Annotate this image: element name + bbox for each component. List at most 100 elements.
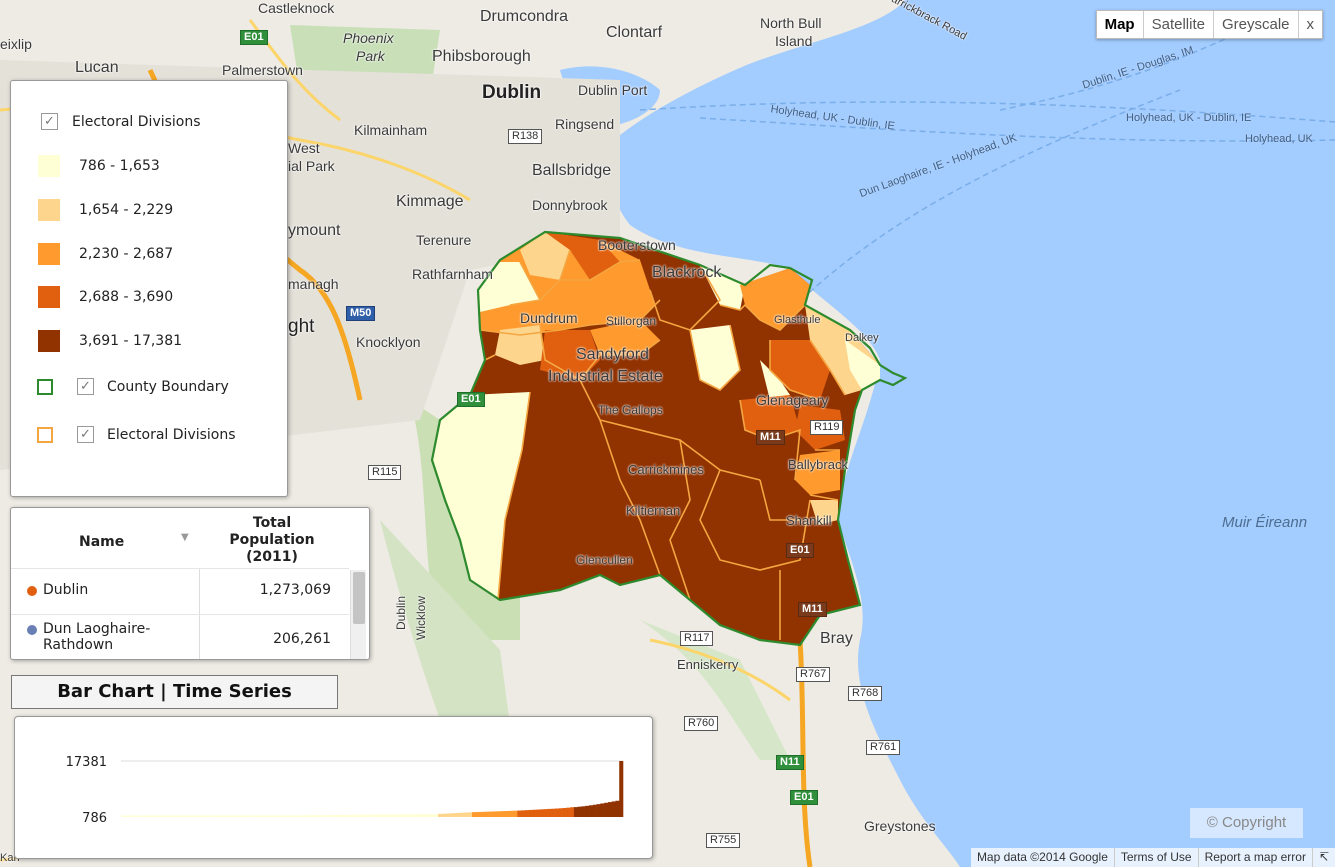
bar[interactable] bbox=[381, 814, 386, 817]
bar[interactable] bbox=[283, 815, 288, 817]
map-type-map-button[interactable]: Map bbox=[1104, 16, 1135, 33]
bar[interactable] bbox=[166, 815, 171, 818]
bar[interactable] bbox=[464, 812, 469, 818]
table-row[interactable]: Dun Laoghaire-Rathdown 206,261 bbox=[11, 614, 349, 659]
bar[interactable] bbox=[139, 815, 144, 818]
bar[interactable] bbox=[245, 815, 250, 818]
bar[interactable] bbox=[607, 802, 612, 817]
bar[interactable] bbox=[600, 803, 605, 817]
bar[interactable] bbox=[573, 807, 578, 817]
attribution-terms-link[interactable]: Terms of Use bbox=[1113, 848, 1198, 867]
bar[interactable] bbox=[294, 815, 299, 817]
bar[interactable] bbox=[268, 815, 273, 818]
bar[interactable] bbox=[192, 815, 197, 818]
bar[interactable] bbox=[509, 810, 514, 817]
sort-arrow-icon[interactable]: ▼ bbox=[181, 532, 189, 543]
bar[interactable] bbox=[434, 814, 439, 817]
bar[interactable] bbox=[181, 815, 186, 818]
attribution-report-link[interactable]: Report a map error bbox=[1197, 848, 1312, 867]
bar[interactable] bbox=[121, 815, 126, 818]
bar[interactable] bbox=[234, 815, 239, 818]
bar[interactable] bbox=[400, 814, 405, 817]
bar[interactable] bbox=[177, 815, 182, 818]
bar[interactable] bbox=[313, 815, 318, 817]
bar[interactable] bbox=[256, 815, 261, 818]
bar[interactable] bbox=[396, 814, 401, 817]
legend-checkbox-electoral-divisions[interactable]: ✓ bbox=[41, 113, 58, 130]
map-type-greyscale-button[interactable]: Greyscale bbox=[1212, 11, 1298, 38]
bar[interactable] bbox=[502, 811, 507, 817]
bar[interactable] bbox=[388, 814, 394, 817]
bar[interactable] bbox=[185, 815, 190, 818]
bar[interactable] bbox=[407, 814, 412, 817]
bar[interactable] bbox=[188, 815, 194, 818]
bar[interactable] bbox=[547, 808, 552, 817]
bar[interactable] bbox=[562, 807, 567, 817]
bar[interactable] bbox=[385, 814, 390, 817]
bar[interactable] bbox=[521, 810, 526, 817]
bar[interactable] bbox=[536, 809, 541, 817]
bar[interactable] bbox=[532, 809, 537, 817]
bar[interactable] bbox=[592, 804, 597, 817]
bar[interactable] bbox=[196, 815, 201, 818]
bar[interactable] bbox=[487, 811, 492, 817]
bar[interactable] bbox=[287, 815, 292, 817]
bar[interactable] bbox=[460, 812, 465, 817]
bar[interactable] bbox=[589, 805, 594, 817]
expand-icon[interactable]: ↸ bbox=[1311, 848, 1335, 867]
bar[interactable] bbox=[305, 815, 311, 817]
bar[interactable] bbox=[347, 814, 352, 817]
bar[interactable] bbox=[226, 815, 231, 818]
bar[interactable] bbox=[230, 815, 235, 818]
bar[interactable] bbox=[445, 813, 450, 817]
bar[interactable] bbox=[275, 815, 280, 818]
bar[interactable] bbox=[441, 813, 446, 817]
bar[interactable] bbox=[355, 814, 360, 817]
bar[interactable] bbox=[596, 804, 601, 817]
bar[interactable] bbox=[555, 808, 560, 817]
bar[interactable] bbox=[279, 815, 284, 817]
bar[interactable] bbox=[490, 811, 495, 817]
bar[interactable] bbox=[271, 815, 277, 818]
bar[interactable] bbox=[472, 812, 477, 817]
bar[interactable] bbox=[528, 809, 533, 817]
bar[interactable] bbox=[411, 814, 416, 817]
bar[interactable] bbox=[611, 801, 616, 817]
bar[interactable] bbox=[483, 811, 488, 817]
bar[interactable] bbox=[426, 814, 431, 817]
bar[interactable] bbox=[570, 807, 575, 817]
bar[interactable] bbox=[328, 815, 333, 817]
bar[interactable] bbox=[551, 808, 556, 817]
bar[interactable] bbox=[128, 815, 133, 818]
bar[interactable] bbox=[215, 815, 220, 818]
col-header-population[interactable]: Total Population (2011) bbox=[207, 515, 337, 566]
bar[interactable] bbox=[336, 814, 341, 817]
bar[interactable] bbox=[173, 815, 178, 818]
bar[interactable] bbox=[619, 761, 624, 817]
bar[interactable] bbox=[558, 808, 563, 817]
bar[interactable] bbox=[475, 812, 480, 817]
bar[interactable] bbox=[430, 814, 435, 817]
bar[interactable] bbox=[366, 814, 371, 817]
bar[interactable] bbox=[351, 814, 356, 817]
bar[interactable] bbox=[238, 815, 243, 818]
bar[interactable] bbox=[253, 815, 258, 818]
bar[interactable] bbox=[170, 815, 175, 818]
bar[interactable] bbox=[358, 814, 363, 817]
bar[interactable] bbox=[505, 810, 511, 817]
bar[interactable] bbox=[377, 814, 382, 817]
bar[interactable] bbox=[204, 815, 209, 818]
bar[interactable] bbox=[162, 815, 167, 818]
bar[interactable] bbox=[392, 814, 397, 817]
bar[interactable] bbox=[302, 815, 307, 817]
bar[interactable] bbox=[438, 813, 443, 817]
bar[interactable] bbox=[419, 814, 424, 817]
map-type-close-button[interactable]: x bbox=[1297, 11, 1323, 38]
bar[interactable] bbox=[317, 815, 322, 817]
bar[interactable] bbox=[241, 815, 246, 818]
table-row[interactable]: Dublin 1,273,069 bbox=[11, 568, 349, 613]
bar[interactable] bbox=[362, 814, 367, 817]
bar[interactable] bbox=[456, 812, 461, 817]
bar[interactable] bbox=[577, 806, 582, 817]
bar[interactable] bbox=[373, 814, 378, 817]
